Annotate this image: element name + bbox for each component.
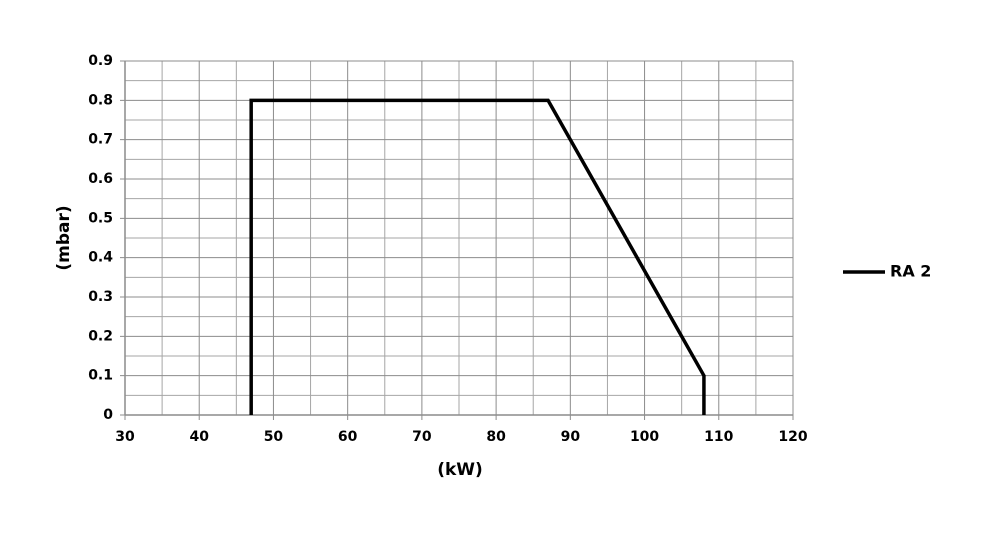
y-tick-label: 0 bbox=[103, 407, 113, 423]
y-tick-label: 0.8 bbox=[88, 92, 113, 108]
x-tick-label: 80 bbox=[486, 429, 506, 445]
legend-label: RA 2 bbox=[890, 262, 931, 281]
y-tick-label: 0.9 bbox=[88, 53, 113, 69]
y-tick-label: 0.3 bbox=[88, 289, 113, 305]
y-tick-label: 0.2 bbox=[88, 328, 113, 344]
x-tick-label: 70 bbox=[412, 429, 432, 445]
y-tick-label: 0.4 bbox=[88, 250, 113, 266]
y-tick-label: 0.1 bbox=[88, 368, 113, 384]
y-axis-title: (mbar) bbox=[54, 205, 74, 270]
x-tick-label: 30 bbox=[115, 429, 135, 445]
x-tick-label: 90 bbox=[561, 429, 581, 445]
x-tick-label: 110 bbox=[704, 429, 733, 445]
x-axis-title: (kW) bbox=[437, 460, 483, 480]
x-tick-label: 120 bbox=[778, 429, 807, 445]
y-tick-label: 0.6 bbox=[88, 171, 113, 187]
y-tick-label: 0.5 bbox=[88, 210, 113, 226]
data-line bbox=[249, 98, 706, 415]
x-tick-label: 50 bbox=[264, 429, 284, 445]
y-tick-label: 0.7 bbox=[88, 132, 113, 148]
x-tick-label: 40 bbox=[189, 429, 209, 445]
x-tick-label: 60 bbox=[338, 429, 358, 445]
x-tick-label: 100 bbox=[630, 429, 659, 445]
